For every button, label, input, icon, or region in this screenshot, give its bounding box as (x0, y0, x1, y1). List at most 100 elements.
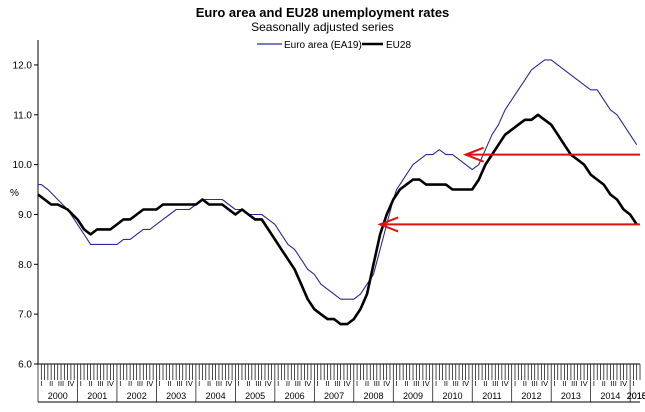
quarter-label: III (97, 379, 103, 388)
quarter-label: I (474, 379, 476, 388)
quarter-label: II (246, 379, 250, 388)
quarter-label: II (167, 379, 171, 388)
quarter-label: I (277, 379, 279, 388)
series-line-ea19 (38, 59, 638, 300)
legend: Euro area (EA19) EU28 (257, 40, 411, 51)
quarter-label: II (523, 379, 527, 388)
quarter-label: III (413, 379, 419, 388)
year-label: 2014 (600, 391, 620, 401)
year-label: 2008 (364, 391, 384, 401)
year-label: 2010 (442, 391, 462, 401)
quarter-label: I (593, 379, 595, 388)
quarter-label: I (119, 379, 121, 388)
year-label: 2016 (627, 391, 645, 401)
quarter-label: III (611, 379, 617, 388)
legend-label-ea19: Euro area (EA19) (284, 40, 362, 51)
quarter-label: IV (344, 379, 351, 388)
y-tick-label: 12.0 (13, 60, 33, 71)
quarter-label: I (159, 379, 161, 388)
quarter-label: III (255, 379, 261, 388)
quarter-label: I (514, 379, 516, 388)
arrow-head (377, 216, 399, 233)
quarter-label: I (80, 379, 82, 388)
year-label: 2000 (48, 391, 68, 401)
year-label: 2015 (627, 391, 645, 401)
quarter-label: III (295, 379, 301, 388)
chart-title: Euro area and EU28 unemployment rates (195, 5, 450, 20)
quarter-label: I (198, 379, 200, 388)
quarter-label: IV (423, 379, 430, 388)
year-label: 2003 (166, 391, 186, 401)
quarter-label: IV (186, 379, 193, 388)
year-label: 2012 (521, 391, 541, 401)
quarter-label: III (334, 379, 340, 388)
chart-subtitle: Seasonally adjusted series (251, 20, 394, 34)
chart-axes (37, 40, 640, 403)
quarter-label: II (404, 379, 408, 388)
quarter-label: IV (67, 379, 74, 388)
y-tick-label: 8.0 (18, 260, 32, 271)
quarter-label: IV (225, 379, 232, 388)
y-tick-label: 9.0 (18, 210, 32, 221)
y-tick-label: 11.0 (13, 110, 32, 121)
y-tick-label: 7.0 (18, 310, 32, 321)
quarter-label: IV (620, 379, 627, 388)
quarter-label: IV (383, 379, 390, 388)
annotation-arrows (377, 146, 640, 233)
quarter-label: III (492, 379, 498, 388)
quarter-label: IV (502, 379, 509, 388)
quarter-label: II (207, 379, 211, 388)
quarter-label: IV (541, 379, 548, 388)
quarter-label: II (483, 379, 487, 388)
quarter-label: I (356, 379, 358, 388)
quarter-label: II (49, 379, 53, 388)
quarter-label: I (553, 379, 555, 388)
year-label: 2007 (324, 391, 344, 401)
quarter-label: II (365, 379, 369, 388)
year-label: 2002 (127, 391, 147, 401)
arrow-at-8-8 (377, 216, 640, 233)
quarter-label: II (325, 379, 329, 388)
quarter-label: II (128, 379, 132, 388)
quarter-label: I (435, 379, 437, 388)
year-label: 2005 (245, 391, 265, 401)
quarter-label: III (137, 379, 143, 388)
quarter-label: III (58, 379, 64, 388)
quarter-label: I (632, 379, 634, 388)
series-lines (37, 59, 638, 326)
quarter-label: II (444, 379, 448, 388)
quarter-label: III (571, 379, 577, 388)
quarter-label: IV (265, 379, 272, 388)
legend-label-eu28: EU28 (386, 40, 411, 51)
quarter-label: IV (581, 379, 588, 388)
quarter-label: III (532, 379, 538, 388)
quarter-label: II (562, 379, 566, 388)
quarter-label: I (238, 379, 240, 388)
y-tick-label: 6.0 (18, 360, 32, 371)
year-label: 2009 (403, 391, 423, 401)
year-label: 2011 (482, 391, 501, 401)
quarter-label: II (286, 379, 290, 388)
quarter-label: IV (462, 379, 469, 388)
quarter-label: IV (107, 379, 114, 388)
quarter-label: II (602, 379, 606, 388)
arrow-at-10-2 (462, 146, 640, 163)
series-line-eu28 (37, 113, 638, 326)
y-axis-ticks: 6.0 7.0 8.0 9.0 10.0 11.0 12.0 (13, 60, 38, 371)
year-label: 2004 (206, 391, 226, 401)
year-label: 2013 (561, 391, 581, 401)
y-tick-label: 10.0 (13, 160, 33, 171)
year-label: 2006 (285, 391, 305, 401)
quarter-label: III (216, 379, 222, 388)
quarter-label: III (176, 379, 182, 388)
year-label: 2001 (87, 391, 107, 401)
quarter-label: III (374, 379, 380, 388)
quarter-label: III (453, 379, 459, 388)
quarter-label: I (396, 379, 398, 388)
quarter-label: IV (146, 379, 153, 388)
y-axis-label: % (10, 188, 19, 199)
quarter-label: II (89, 379, 93, 388)
quarter-label: IV (304, 379, 311, 388)
